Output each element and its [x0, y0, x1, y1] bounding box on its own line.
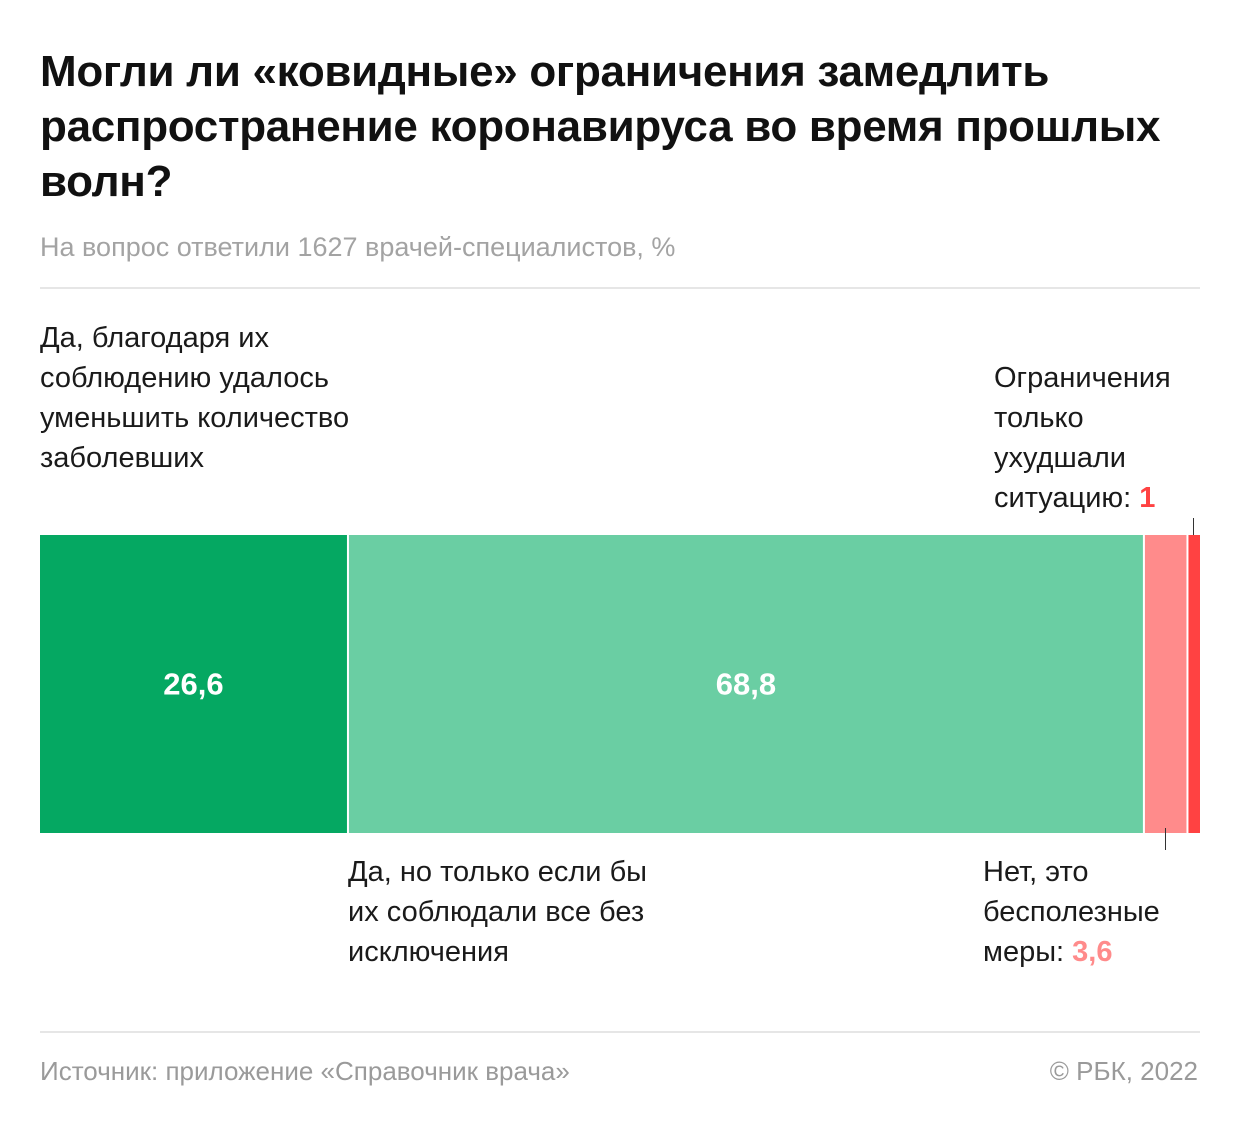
bar-value-label-yes-if-all: 68,8 — [716, 667, 776, 702]
bar-value-label-yes-reduced: 26,6 — [163, 667, 223, 702]
chart-subtitle: На вопрос ответили 1627 врачей-специалис… — [40, 232, 676, 262]
label-useless: Нет, это бесполезные меры: 3,6 — [983, 852, 1213, 972]
label-worsened-text: Ограничения только ухудшали ситуацию: — [994, 362, 1171, 514]
bar-segment-yes-if-all — [348, 535, 1143, 833]
label-worsened-value: 1 — [1139, 482, 1156, 514]
useless-pointer-line — [1165, 828, 1166, 850]
label-useless-text: Нет, это бесполезные меры: — [983, 856, 1160, 968]
bar-segment-worsened — [1188, 535, 1200, 833]
bottom-divider — [40, 1031, 1200, 1033]
worsened-pointer-line — [1193, 518, 1194, 542]
source-note: Источник: приложение «Справочник врача» — [40, 1056, 570, 1086]
label-useless-value: 3,6 — [1072, 936, 1113, 968]
copyright-note: © РБК, 2022 — [1049, 1056, 1198, 1086]
bar-segment-useless — [1144, 535, 1187, 833]
label-yes-if-all: Да, но только если бы их соблюдали все б… — [348, 852, 668, 972]
label-yes-reduced-text: Да, благодаря их соблюдению удалось умен… — [40, 322, 350, 474]
label-worsened: Ограничения только ухудшали ситуацию: 1 — [994, 358, 1209, 518]
label-yes-reduced: Да, благодаря их соблюдению удалось умен… — [40, 318, 370, 478]
label-yes-if-all-text: Да, но только если бы их соблюдали все б… — [348, 856, 648, 968]
stacked-bar-chart: 26,6 68,8 — [40, 535, 1200, 833]
bar-segment-yes-reduced — [40, 535, 347, 833]
chart-title: Могли ли «ковидные» ограничения замедлит… — [40, 47, 1161, 206]
top-divider — [40, 287, 1200, 289]
